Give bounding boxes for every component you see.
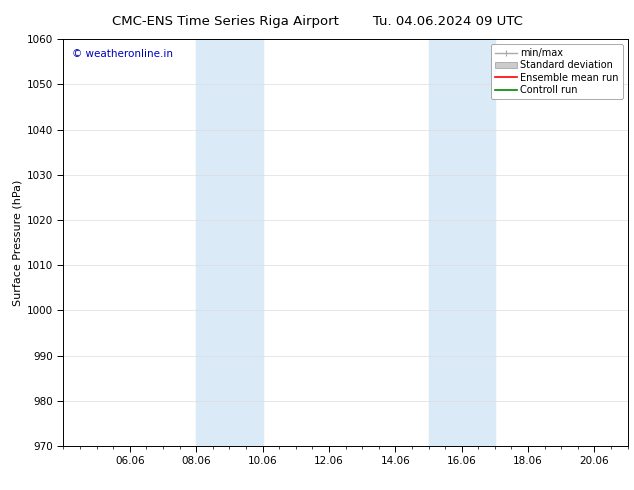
- Text: CMC-ENS Time Series Riga Airport        Tu. 04.06.2024 09 UTC: CMC-ENS Time Series Riga Airport Tu. 04.…: [112, 15, 522, 28]
- Y-axis label: Surface Pressure (hPa): Surface Pressure (hPa): [13, 179, 23, 306]
- Bar: [196, 39, 262, 446]
- Legend: min/max, Standard deviation, Ensemble mean run, Controll run: min/max, Standard deviation, Ensemble me…: [491, 44, 623, 99]
- Text: © weatheronline.in: © weatheronline.in: [72, 49, 173, 59]
- Bar: [429, 39, 495, 446]
